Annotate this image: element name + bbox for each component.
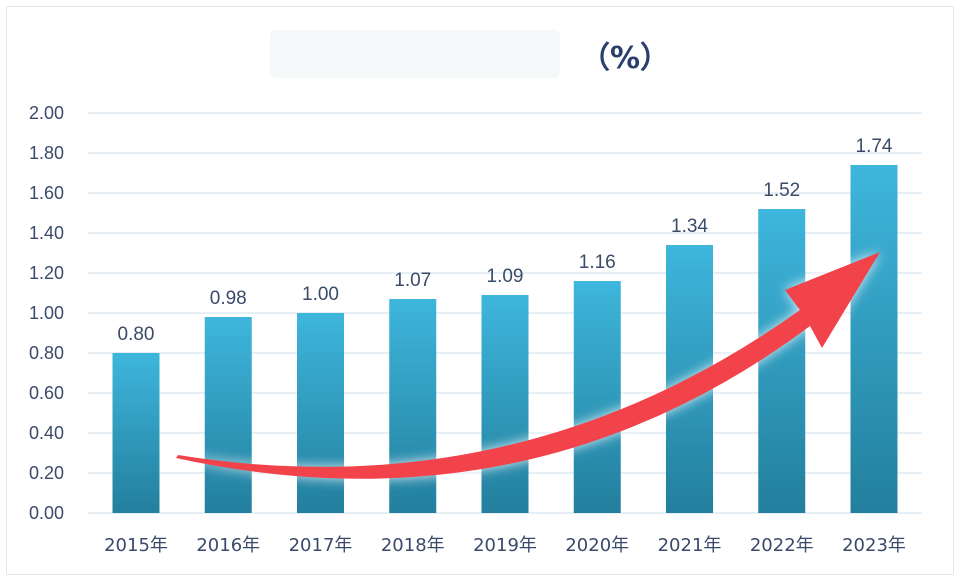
x-tick-label: 2019年 bbox=[473, 535, 537, 556]
y-tick-label: 1.00 bbox=[29, 303, 64, 323]
data-label: 1.07 bbox=[394, 270, 431, 291]
title-blur-area bbox=[270, 30, 560, 78]
data-label: 1.74 bbox=[856, 136, 893, 157]
x-tick-label: 2015年 bbox=[104, 535, 168, 556]
x-tick-label: 2020年 bbox=[565, 535, 629, 556]
data-label: 1.00 bbox=[302, 284, 339, 305]
data-label: 1.16 bbox=[579, 252, 616, 273]
y-tick-label: 0.40 bbox=[29, 423, 64, 443]
bar bbox=[481, 295, 529, 513]
bar bbox=[389, 299, 437, 513]
y-tick-label: 1.40 bbox=[29, 223, 64, 243]
y-tick-label: 1.60 bbox=[29, 183, 64, 203]
bar bbox=[297, 313, 344, 513]
x-tick-label: 2018年 bbox=[381, 535, 445, 556]
y-tick-label: 1.80 bbox=[29, 143, 64, 163]
y-tick-label: 0.60 bbox=[29, 383, 64, 403]
bar bbox=[758, 209, 806, 513]
x-tick-label: 2021年 bbox=[658, 535, 722, 556]
y-tick-label: 2.00 bbox=[29, 103, 64, 123]
data-label: 0.80 bbox=[118, 324, 155, 345]
x-tick-label: 2016年 bbox=[196, 535, 260, 556]
bar bbox=[573, 281, 621, 513]
data-label: 1.52 bbox=[763, 180, 800, 201]
data-label: 1.34 bbox=[671, 216, 708, 237]
bar bbox=[112, 353, 160, 513]
data-labels: 0.80 0.98 1.00 1.07 1.09 1.16 1.34 1.52 1.74 bbox=[118, 136, 893, 345]
bars bbox=[112, 165, 898, 513]
y-axis-ticks: 0.00 0.20 0.40 0.60 0.80 1.00 1.20 1.40 1.60 1.80… bbox=[29, 103, 64, 523]
trend-arrow-body bbox=[176, 252, 880, 479]
chart-title: （%） bbox=[580, 41, 670, 76]
x-axis-ticks: 2015年 2016年 2017年 2018年 2019年 2020年 2021年 2022年… bbox=[104, 535, 906, 556]
x-tick-label: 2017年 bbox=[289, 535, 353, 556]
y-tick-label: 0.80 bbox=[29, 343, 64, 363]
y-tick-label: 0.00 bbox=[29, 503, 64, 523]
x-tick-label: 2022年 bbox=[750, 535, 814, 556]
bar bbox=[204, 317, 252, 513]
y-tick-label: 1.20 bbox=[29, 263, 64, 283]
trend-arrow bbox=[176, 252, 880, 479]
x-tick-label: 2023年 bbox=[842, 535, 906, 556]
y-tick-label: 0.20 bbox=[29, 463, 64, 483]
bar bbox=[850, 165, 898, 513]
data-label: 1.09 bbox=[487, 266, 524, 287]
data-label: 0.98 bbox=[210, 288, 247, 309]
